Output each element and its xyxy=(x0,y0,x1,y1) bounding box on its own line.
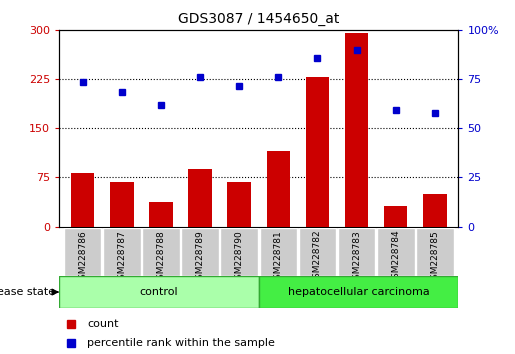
Text: GSM228785: GSM228785 xyxy=(431,230,439,285)
Bar xyxy=(59,276,259,308)
Text: GSM228788: GSM228788 xyxy=(157,230,165,285)
Text: hepatocellular carcinoma: hepatocellular carcinoma xyxy=(288,287,430,297)
Text: GSM228783: GSM228783 xyxy=(352,230,361,285)
Bar xyxy=(267,151,290,227)
Bar xyxy=(423,194,447,227)
Text: GSM228782: GSM228782 xyxy=(313,230,322,284)
Text: GSM228781: GSM228781 xyxy=(274,230,283,285)
Bar xyxy=(181,228,219,276)
Text: disease state: disease state xyxy=(0,287,55,297)
Text: count: count xyxy=(87,319,118,329)
Bar xyxy=(103,228,141,276)
Text: GSM228786: GSM228786 xyxy=(78,230,87,285)
Text: GSM228790: GSM228790 xyxy=(235,230,244,285)
Title: GDS3087 / 1454650_at: GDS3087 / 1454650_at xyxy=(178,12,339,26)
Text: GSM228787: GSM228787 xyxy=(117,230,126,285)
Bar xyxy=(228,182,251,227)
Bar xyxy=(306,77,329,227)
Bar xyxy=(71,173,94,227)
Bar xyxy=(416,228,454,276)
Bar xyxy=(259,276,458,308)
Bar xyxy=(260,228,297,276)
Bar xyxy=(142,228,180,276)
Bar xyxy=(149,202,173,227)
Bar xyxy=(188,169,212,227)
Bar xyxy=(64,228,101,276)
Text: GSM228784: GSM228784 xyxy=(391,230,400,284)
Bar xyxy=(345,33,368,227)
Bar xyxy=(377,228,415,276)
Bar xyxy=(299,228,336,276)
Bar xyxy=(338,228,375,276)
Text: percentile rank within the sample: percentile rank within the sample xyxy=(87,338,275,348)
Text: control: control xyxy=(140,287,178,297)
Text: GSM228789: GSM228789 xyxy=(196,230,204,285)
Bar xyxy=(220,228,258,276)
Bar xyxy=(384,206,407,227)
Bar xyxy=(110,182,133,227)
